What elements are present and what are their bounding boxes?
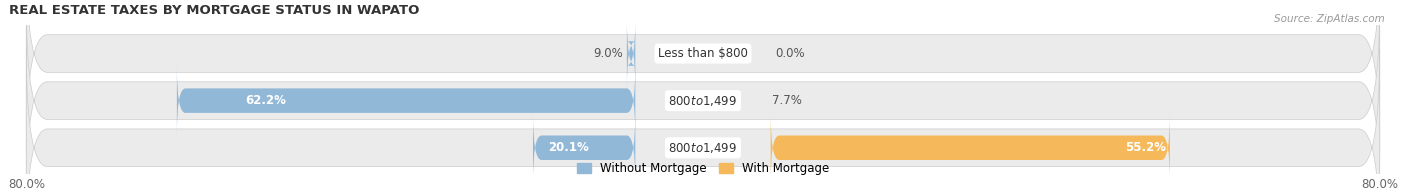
Text: 9.0%: 9.0% (593, 47, 623, 60)
FancyBboxPatch shape (27, 49, 1379, 195)
Text: 20.1%: 20.1% (548, 141, 589, 154)
Text: 55.2%: 55.2% (1125, 141, 1166, 154)
Text: $800 to $1,499: $800 to $1,499 (668, 141, 738, 155)
Text: $800 to $1,499: $800 to $1,499 (668, 94, 738, 108)
FancyBboxPatch shape (27, 2, 1379, 195)
Text: Less than $800: Less than $800 (658, 47, 748, 60)
FancyBboxPatch shape (27, 0, 1379, 152)
FancyBboxPatch shape (533, 113, 636, 183)
Text: REAL ESTATE TAXES BY MORTGAGE STATUS IN WAPATO: REAL ESTATE TAXES BY MORTGAGE STATUS IN … (10, 4, 420, 17)
FancyBboxPatch shape (627, 19, 636, 88)
FancyBboxPatch shape (177, 66, 636, 136)
Legend: Without Mortgage, With Mortgage: Without Mortgage, With Mortgage (572, 157, 834, 180)
Text: Source: ZipAtlas.com: Source: ZipAtlas.com (1274, 14, 1385, 24)
FancyBboxPatch shape (770, 113, 1170, 183)
Text: 62.2%: 62.2% (246, 94, 287, 107)
Text: 0.0%: 0.0% (775, 47, 804, 60)
Text: 7.7%: 7.7% (772, 94, 803, 107)
